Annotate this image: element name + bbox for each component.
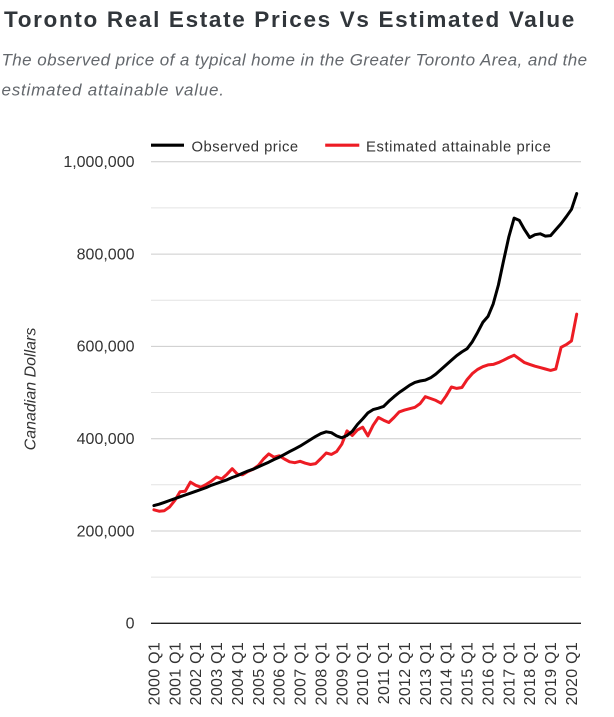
- svg-text:2010 Q1: 2010 Q1: [355, 642, 372, 705]
- svg-text:estimated attainable value.: estimated attainable value.: [2, 80, 225, 99]
- svg-text:2013 Q1: 2013 Q1: [418, 642, 435, 705]
- svg-text:2015 Q1: 2015 Q1: [460, 642, 477, 705]
- svg-text:2003 Q1: 2003 Q1: [209, 642, 226, 705]
- svg-text:2004 Q1: 2004 Q1: [230, 642, 247, 705]
- svg-text:600,000: 600,000: [77, 339, 135, 356]
- svg-text:2007 Q1: 2007 Q1: [293, 642, 310, 705]
- svg-text:2016 Q1: 2016 Q1: [481, 642, 498, 705]
- svg-text:The observed price of a typica: The observed price of a typical home in …: [2, 51, 588, 70]
- svg-text:2005 Q1: 2005 Q1: [251, 642, 268, 705]
- svg-text:2001 Q1: 2001 Q1: [167, 642, 184, 705]
- svg-text:2009 Q1: 2009 Q1: [334, 642, 351, 705]
- svg-text:2018 Q1: 2018 Q1: [522, 642, 539, 705]
- svg-text:200,000: 200,000: [77, 523, 135, 540]
- svg-text:800,000: 800,000: [77, 246, 135, 263]
- svg-text:1,000,000: 1,000,000: [63, 154, 134, 171]
- svg-text:2008 Q1: 2008 Q1: [313, 642, 330, 705]
- svg-text:400,000: 400,000: [77, 431, 135, 448]
- svg-text:2020 Q1: 2020 Q1: [564, 642, 581, 705]
- svg-text:2014 Q1: 2014 Q1: [439, 642, 456, 705]
- svg-text:2002 Q1: 2002 Q1: [188, 642, 205, 705]
- svg-text:2019 Q1: 2019 Q1: [543, 642, 560, 705]
- svg-text:2017 Q1: 2017 Q1: [501, 642, 518, 705]
- svg-text:2012 Q1: 2012 Q1: [397, 642, 414, 705]
- svg-text:2011 Q1: 2011 Q1: [376, 642, 393, 704]
- svg-text:Observed price: Observed price: [192, 140, 299, 156]
- svg-text:Toronto Real Estate Prices Vs: Toronto Real Estate Prices Vs Estimated …: [4, 7, 576, 32]
- svg-text:2006 Q1: 2006 Q1: [272, 642, 289, 705]
- svg-text:2000 Q1: 2000 Q1: [146, 642, 163, 705]
- svg-text:Estimated attainable price: Estimated attainable price: [366, 140, 551, 156]
- svg-text:Canadian Dollars: Canadian Dollars: [23, 328, 40, 451]
- svg-text:0: 0: [126, 616, 135, 633]
